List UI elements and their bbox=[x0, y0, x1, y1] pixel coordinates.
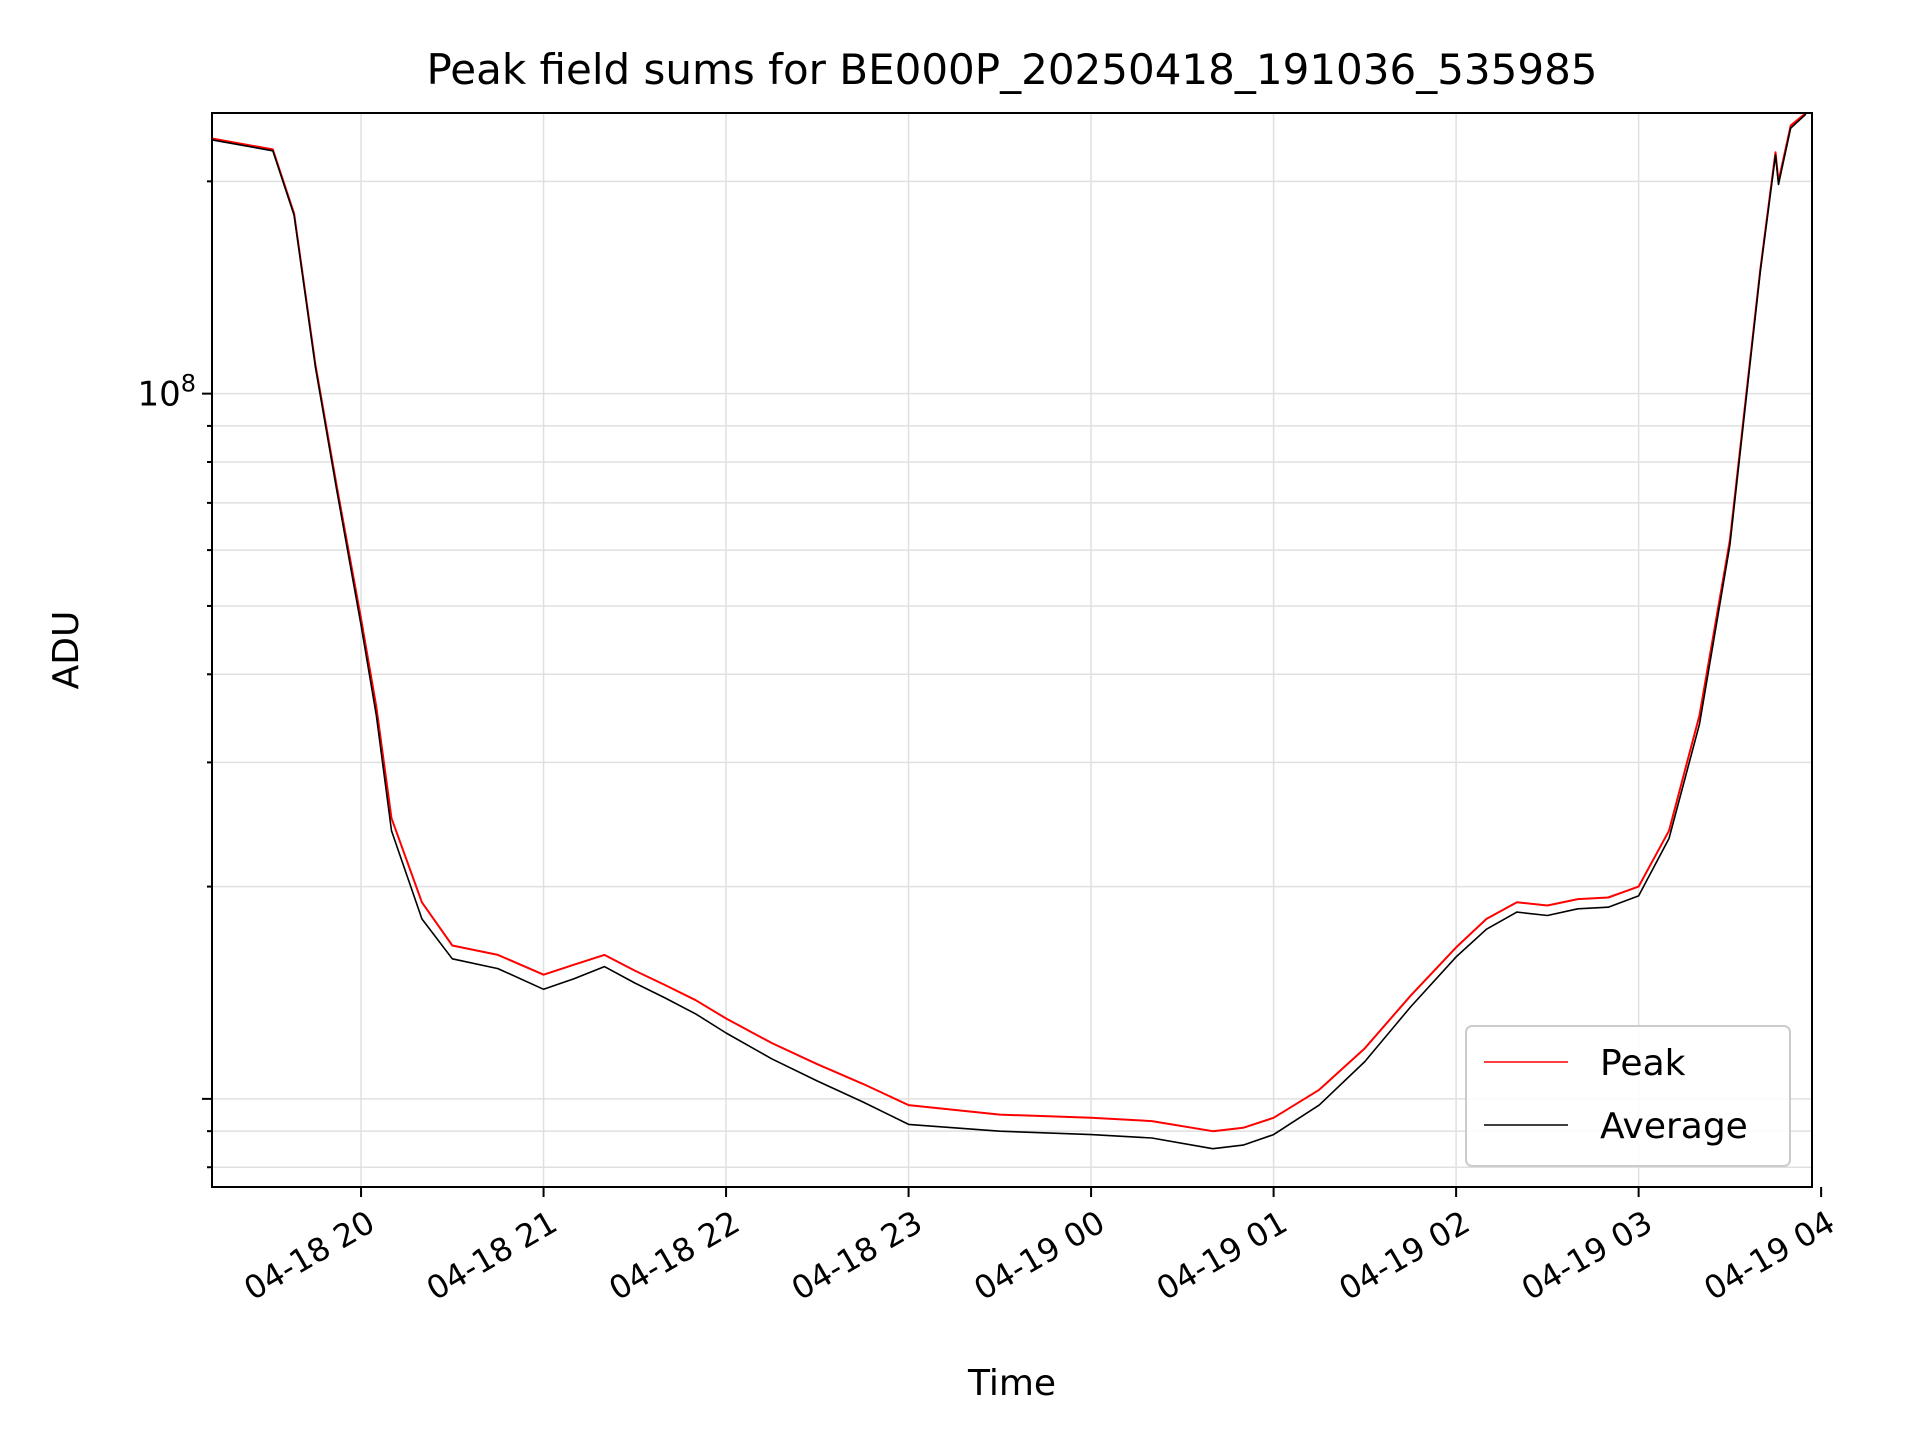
legend-label-peak: Peak bbox=[1600, 1043, 1686, 1084]
chart-title: Peak field sums for BE000P_20250418_1910… bbox=[426, 45, 1597, 94]
y-axis-label: ADU bbox=[46, 611, 87, 690]
x-axis-label: Time bbox=[967, 1363, 1056, 1404]
plot-area-frame bbox=[211, 112, 1813, 1188]
legend: Peak Average bbox=[1465, 1025, 1791, 1167]
legend-label-average: Average bbox=[1600, 1106, 1748, 1147]
y-axis: 108 bbox=[137, 180, 212, 1169]
series-line-peak bbox=[212, 113, 1807, 1133]
series-layer bbox=[212, 113, 1807, 1150]
y-tick-label: 108 bbox=[137, 370, 196, 415]
series-line-average bbox=[212, 113, 1807, 1150]
legend-frame bbox=[1465, 1025, 1791, 1167]
